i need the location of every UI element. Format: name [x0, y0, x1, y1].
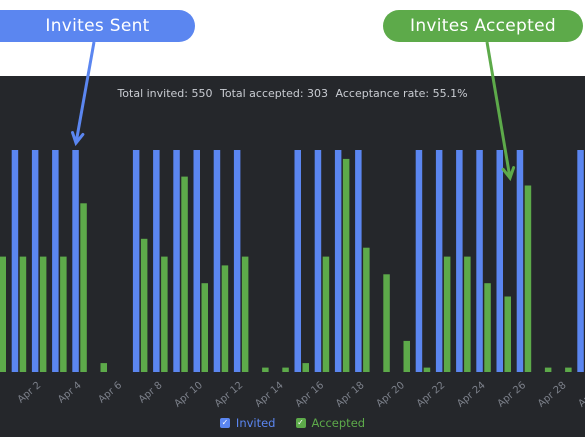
bar-accepted	[322, 256, 330, 372]
bar-invited	[132, 150, 140, 372]
bar-invited	[153, 150, 160, 372]
x-tick-label: Apr 18	[334, 380, 367, 410]
bar-invited	[334, 150, 342, 372]
bar-accepted	[443, 256, 451, 372]
bar-accepted	[423, 367, 431, 372]
bar-accepted	[544, 367, 552, 372]
x-tick-label: Apr 4	[56, 380, 84, 406]
bar-accepted	[302, 363, 309, 372]
bar-accepted	[221, 265, 229, 372]
total-accepted: Total accepted: 303	[219, 87, 329, 100]
x-tick-label: Apr 20	[374, 380, 407, 410]
bar-invited	[31, 150, 39, 372]
invites-accepted-label: Invites Accepted	[410, 16, 556, 36]
bar-invited	[476, 150, 483, 372]
legend-item-invited[interactable]: ✓ Invited	[219, 416, 276, 430]
bar-invited	[233, 150, 241, 372]
bar-accepted	[504, 296, 511, 372]
legend: ✓ Invited ✓ Accepted	[0, 416, 585, 430]
bar-accepted	[0, 256, 6, 372]
x-tick-label: Apr 8	[137, 380, 165, 406]
bar-invited	[173, 150, 180, 372]
chart-panel	[0, 76, 585, 437]
bar-invited	[314, 150, 322, 372]
x-tick-label: Apr 16	[294, 380, 327, 410]
bar-accepted	[140, 238, 148, 372]
bar-invited	[516, 150, 524, 372]
bar-invited	[577, 150, 584, 372]
bar-invited	[213, 150, 221, 372]
bar-accepted	[60, 256, 67, 372]
x-tick-label: Apr 22	[415, 380, 448, 410]
bar-invited	[415, 150, 423, 372]
x-tick-label: Apr 12	[213, 380, 246, 410]
legend-label-invited: Invited	[235, 416, 276, 430]
acceptance-rate: Acceptance rate: 55.1%	[335, 87, 468, 100]
bar-accepted	[39, 256, 47, 372]
invites-accepted-callout: Invites Accepted	[383, 10, 583, 42]
bar-accepted	[565, 367, 572, 372]
bar-accepted	[484, 283, 491, 372]
x-tick-label: Apr 6	[96, 380, 124, 406]
x-tick-label: Apr 30	[576, 380, 585, 410]
bar-accepted	[100, 363, 107, 372]
bar-accepted	[464, 256, 471, 372]
legend-item-accepted[interactable]: ✓ Accepted	[295, 416, 366, 430]
bar-accepted	[19, 256, 27, 372]
legend-label-accepted: Accepted	[311, 416, 366, 430]
summary-line: Total invited: 550 Total accepted: 303 A…	[0, 87, 585, 100]
bar-accepted	[201, 283, 208, 372]
bar-accepted	[383, 274, 390, 372]
bar-accepted	[403, 340, 410, 372]
bar-invited	[52, 150, 59, 372]
bar-accepted	[181, 176, 188, 372]
x-tick-label: Apr 28	[536, 380, 569, 410]
x-tick-label: Apr 10	[172, 380, 205, 410]
bar-invited	[193, 150, 200, 372]
invites-sent-callout: Invites Sent	[0, 10, 195, 42]
total-invited: Total invited: 550	[117, 87, 213, 100]
bar-invited	[496, 150, 503, 372]
bar-accepted	[282, 367, 289, 372]
bar-invited	[294, 150, 301, 372]
x-tick-label: Apr 2	[16, 380, 44, 406]
invites-sent-label: Invites Sent	[45, 16, 150, 36]
bar-invited	[355, 150, 362, 372]
bar-accepted	[363, 247, 370, 372]
bar-invited	[456, 150, 463, 372]
bar-accepted	[524, 185, 532, 372]
x-tick-label: Apr 24	[455, 380, 488, 410]
bar-accepted	[262, 367, 269, 372]
bar-accepted	[161, 256, 168, 372]
bar-invited	[11, 150, 19, 372]
arrow-icon	[485, 41, 516, 182]
bar-accepted	[80, 203, 87, 372]
checkbox-icon[interactable]: ✓	[219, 418, 230, 428]
bar-invited	[72, 150, 79, 372]
bar-accepted	[342, 158, 350, 372]
x-tick-label: Apr 14	[253, 380, 286, 410]
checkbox-icon[interactable]: ✓	[295, 418, 306, 428]
bar-invited	[435, 150, 443, 372]
x-tick-label: Apr 26	[496, 380, 529, 410]
arrow-icon	[71, 41, 96, 147]
bar-accepted	[241, 256, 249, 372]
